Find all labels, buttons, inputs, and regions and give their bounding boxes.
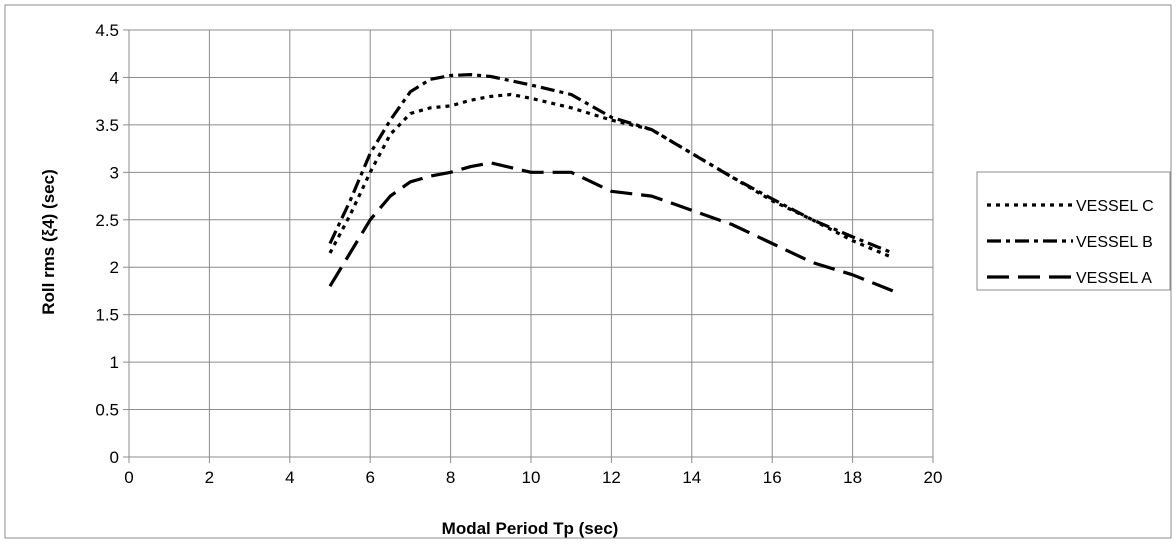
legend-label-vessel-a: VESSEL A [1076,270,1152,287]
legend-label-vessel-c: VESSEL C [1076,198,1154,215]
x-tick-label: 2 [205,468,214,487]
x-tick-label: 18 [843,468,862,487]
legend-label-vessel-b: VESSEL B [1076,234,1153,251]
x-tick-label: 8 [446,468,455,487]
x-tick-label: 20 [924,468,943,487]
axes-layer: 0 2 4 6 8 10 12 14 16 18 20 0 0.5 1 1.5 2 2.5 3 3.5 4 4.5 [95,21,942,487]
x-tick-label: 12 [602,468,621,487]
x-tick-label: 14 [682,468,701,487]
legend: VESSEL C VESSEL B VESSEL A [976,171,1171,291]
series-line-vessel-b [328,72,894,255]
legend-items: VESSEL C VESSEL B VESSEL A [987,198,1154,287]
y-tick-label: 2 [110,258,119,277]
x-tick-label: 4 [285,468,294,487]
series-layer [328,72,894,293]
y-tick-label: 0.5 [95,401,119,420]
y-tick-label: 1.5 [95,306,119,325]
x-tick-label: 0 [124,468,133,487]
x-axis-title: Modal Period Tp (sec) [442,519,619,538]
y-tick-label: 2.5 [95,211,119,230]
x-tick-label: 6 [365,468,374,487]
x-tick-label: 10 [522,468,541,487]
y-tick-label: 1 [110,353,119,372]
y-tick-label: 3.5 [95,116,119,135]
y-tick-label: 3 [110,163,119,182]
series-line-vessel-a [328,161,894,293]
series-line-vessel-c [328,92,894,260]
y-axis-title: Roll rms (ξ4) (sec) [39,169,58,315]
grid-layer [129,29,934,457]
x-tick-label: 16 [763,468,782,487]
legend-box [976,171,1171,291]
y-tick-label: 4 [110,68,119,87]
y-tick-label: 0 [110,448,119,467]
y-tick-label: 4.5 [95,21,119,40]
